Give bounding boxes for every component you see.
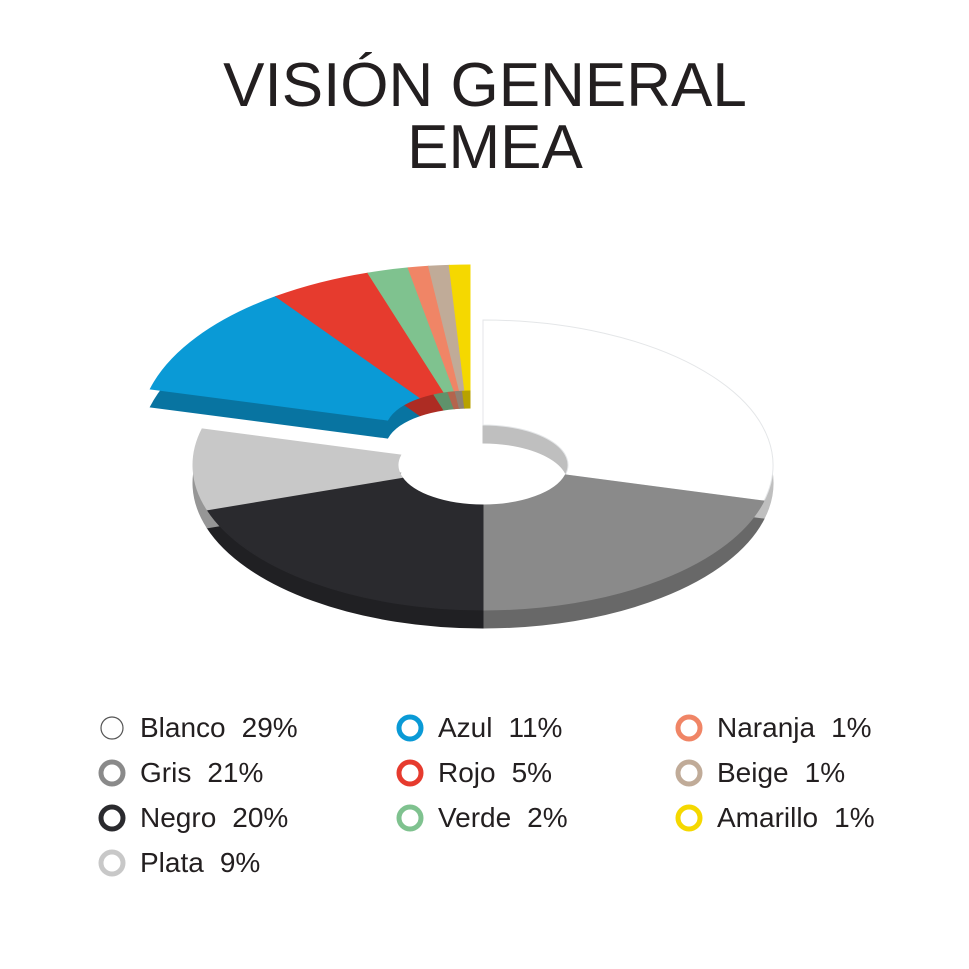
legend-label: Azul xyxy=(438,712,492,743)
legend-label: Verde xyxy=(438,802,511,833)
slice xyxy=(482,319,774,502)
legend-value: 2% xyxy=(527,802,567,833)
legend-value: 5% xyxy=(512,757,552,788)
legend-label: Naranja xyxy=(717,712,815,743)
slice xyxy=(448,264,471,391)
legend-label: Gris xyxy=(140,757,191,788)
legend-marker xyxy=(675,759,703,787)
legend-entry: Plata 9% xyxy=(140,847,260,878)
legend-marker xyxy=(396,714,424,742)
legend-entry: Negro 20% xyxy=(140,802,288,833)
legend-marker xyxy=(396,759,424,787)
legend-entry: Verde 2% xyxy=(438,802,568,833)
slice xyxy=(482,474,765,611)
chart-title: EMEA xyxy=(407,113,583,182)
legend-marker xyxy=(98,849,126,877)
legend-value: 1% xyxy=(834,802,874,833)
legend-entry: Rojo 5% xyxy=(438,757,552,788)
legend-entry: Blanco 29% xyxy=(140,712,298,743)
legend-value: 1% xyxy=(805,757,845,788)
legend-marker xyxy=(100,716,124,740)
legend-value: 9% xyxy=(220,847,260,878)
legend-value: 20% xyxy=(232,802,288,833)
legend-marker xyxy=(675,714,703,742)
chart-title: VISIÓN GENERAL xyxy=(223,51,747,120)
legend-label: Beige xyxy=(717,757,789,788)
legend-marker xyxy=(98,804,126,832)
slice xyxy=(149,295,422,421)
legend-marker xyxy=(98,759,126,787)
legend-entry: Azul 11% xyxy=(438,712,562,743)
legend-value: 11% xyxy=(508,712,562,743)
legend-label: Rojo xyxy=(438,757,496,788)
legend-label: Negro xyxy=(140,802,216,833)
legend-label: Blanco xyxy=(140,712,226,743)
slice xyxy=(192,428,404,511)
legend-value: 1% xyxy=(831,712,871,743)
legend-entry: Naranja 1% xyxy=(717,712,872,743)
legend-entry: Beige 1% xyxy=(717,757,845,788)
legend-label: Plata xyxy=(140,847,204,878)
legend-marker xyxy=(675,804,703,832)
legend-value: 29% xyxy=(242,712,298,743)
legend-value: 21% xyxy=(207,757,263,788)
legend-marker xyxy=(396,804,424,832)
legend-entry: Amarillo 1% xyxy=(717,802,875,833)
legend-entry: Gris 21% xyxy=(140,757,263,788)
slice xyxy=(206,476,484,611)
legend-label: Amarillo xyxy=(717,802,818,833)
